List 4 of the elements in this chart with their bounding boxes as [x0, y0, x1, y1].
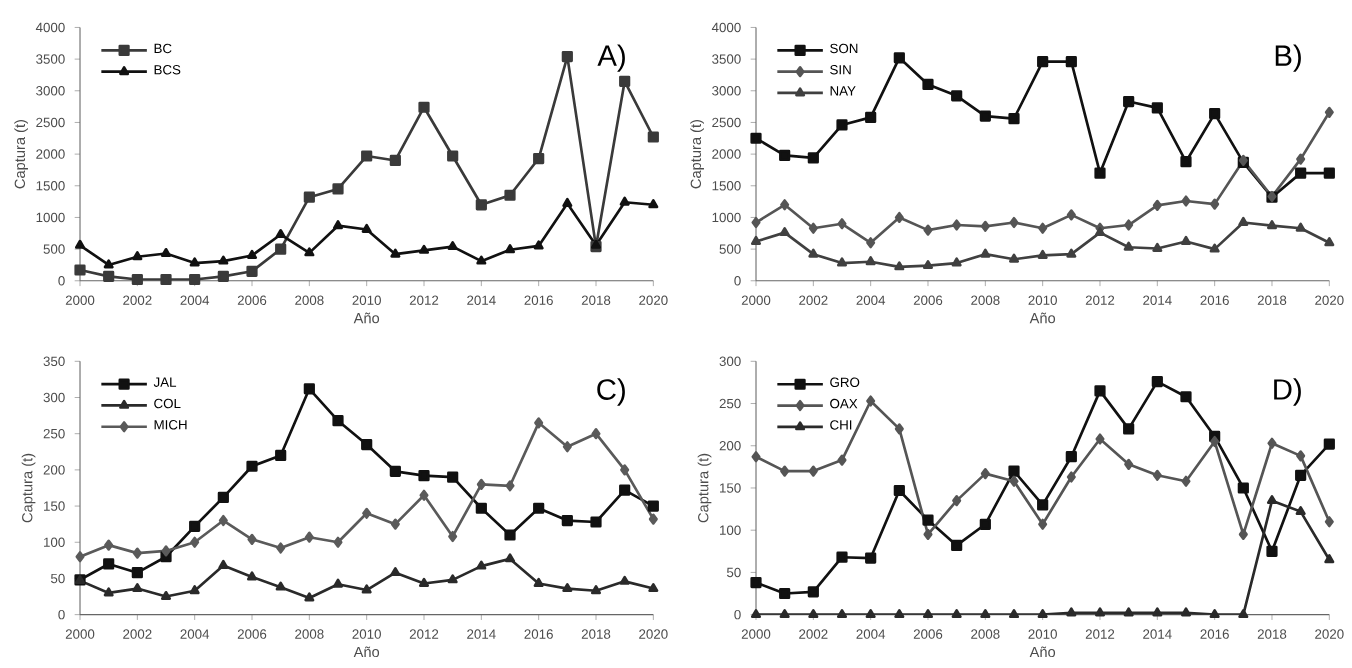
annotation: B)	[1275, 44, 1301, 72]
annotation: C)	[597, 378, 625, 406]
annotation: A)	[597, 44, 625, 72]
annotation: D)	[1274, 378, 1301, 406]
